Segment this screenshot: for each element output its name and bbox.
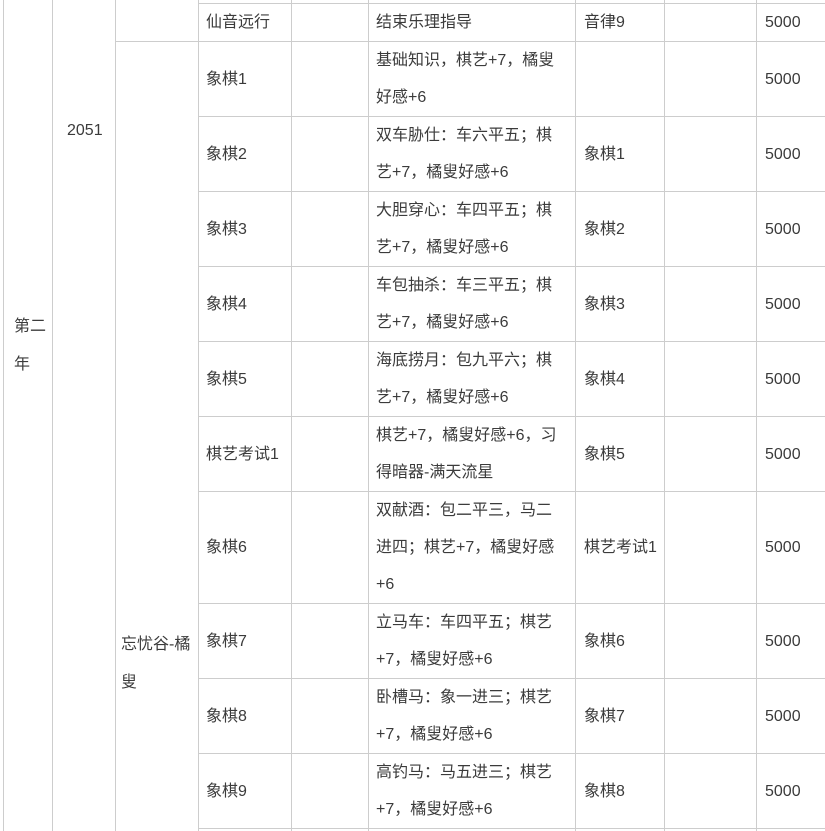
reward-cell: 5000	[756, 491, 825, 604]
reward-cell: 5000	[756, 41, 825, 117]
empty-cell	[664, 116, 757, 192]
reward-cell: 5000	[756, 603, 825, 679]
empty-cell	[291, 116, 369, 192]
task-cell: 象棋2	[198, 116, 292, 192]
task-cell: 象棋1	[198, 41, 292, 117]
table-row: 仙音远行 结束乐理指导 音律9 5000	[4, 3, 825, 42]
empty-cell	[664, 41, 757, 117]
empty-cell	[291, 3, 369, 42]
empty-cell	[291, 753, 369, 829]
reward-cell: 5000	[756, 753, 825, 829]
empty-cell	[291, 678, 369, 754]
desc-cell: 双车胁仕：车六平五；棋艺+7，橘叟好感+6	[368, 116, 576, 192]
task-cell: 象棋6	[198, 491, 292, 604]
task-cell: 象棋9	[198, 753, 292, 829]
task-cell: 象棋8	[198, 678, 292, 754]
task-cell: 象棋7	[198, 603, 292, 679]
empty-cell	[664, 416, 757, 492]
table-row: 象棋5 海底捞月：包九平六；棋艺+7，橘叟好感+6 象棋4 5000	[4, 341, 825, 417]
npc-group-cell	[115, 41, 199, 831]
task-cell: 象棋4	[198, 266, 292, 342]
npc-group-cell-above	[115, 0, 199, 42]
prereq-cell: 象棋7	[575, 678, 665, 754]
empty-cell	[291, 41, 369, 117]
table-row: 象棋7 立马车：车四平五；棋艺+7，橘叟好感+6 象棋6 5000	[4, 603, 825, 679]
empty-cell	[291, 191, 369, 267]
task-cell: 象棋3	[198, 191, 292, 267]
empty-cell	[664, 266, 757, 342]
desc-cell: 卧槽马：象一进三；棋艺+7，橘叟好感+6	[368, 678, 576, 754]
reward-cell: 5000	[756, 191, 825, 267]
empty-cell	[291, 341, 369, 417]
prereq-cell: 象棋6	[575, 603, 665, 679]
empty-cell	[291, 266, 369, 342]
empty-cell	[664, 678, 757, 754]
desc-cell: 棋艺+7，橘叟好感+6，习得暗器-满天流星	[368, 416, 576, 492]
prereq-cell: 棋艺考试1	[575, 491, 665, 604]
empty-cell	[756, 828, 825, 831]
desc-cell: 大胆穿心：车四平五；棋艺+7，橘叟好感+6	[368, 191, 576, 267]
empty-cell	[664, 603, 757, 679]
table-row: 象棋2 双车胁仕：车六平五；棋艺+7，橘叟好感+6 象棋1 5000	[4, 116, 825, 192]
year-cell	[52, 0, 116, 831]
task-cell: 象棋5	[198, 341, 292, 417]
table-row: 棋艺考试1 棋艺+7，橘叟好感+6，习得暗器-满天流星 象棋5 5000	[4, 416, 825, 492]
prereq-cell: 象棋2	[575, 191, 665, 267]
table-row-cut-top	[3, 0, 825, 831]
desc-cell: 双献酒：包二平三，马二进四；棋艺+7，橘叟好感+6	[368, 491, 576, 604]
task-cell: 仙音远行	[198, 3, 292, 42]
desc-cell: 立马车：车四平五；棋艺+7，橘叟好感+6	[368, 603, 576, 679]
desc-cell: 结束乐理指导	[368, 3, 576, 42]
empty-cell	[291, 603, 369, 679]
empty-cell	[291, 416, 369, 492]
year-group-cell	[3, 0, 53, 831]
prereq-cell: 象棋4	[575, 341, 665, 417]
table-row: 象棋4 车包抽杀：车三平五；棋艺+7，橘叟好感+6 象棋3 5000	[4, 266, 825, 342]
prereq-cell: 象棋8	[575, 753, 665, 829]
table-row: 象棋9 高钓马：马五进三；棋艺+7，橘叟好感+6 象棋8 5000	[4, 753, 825, 829]
quest-table: 仙音远行 结束乐理指导 音律9 5000 象棋1 基础知识，棋艺+7，橘叟好感+6 5000…	[3, 0, 825, 831]
empty-cell	[664, 753, 757, 829]
npc-group-label: 忘忧谷-橘叟	[121, 636, 191, 691]
prereq-cell: 象棋3	[575, 266, 665, 342]
prereq-cell: 象棋5	[575, 416, 665, 492]
reward-cell: 5000	[756, 3, 825, 42]
empty-cell	[664, 3, 757, 42]
empty-cell	[664, 491, 757, 604]
reward-cell: 5000	[756, 266, 825, 342]
table-row-cut-bottom	[4, 828, 825, 831]
prereq-cell: 象棋1	[575, 116, 665, 192]
desc-cell: 高钓马：马五进三；棋艺+7，橘叟好感+6	[368, 753, 576, 829]
prereq-cell	[575, 41, 665, 117]
year-value-label: 2051	[67, 122, 103, 139]
reward-cell: 5000	[756, 678, 825, 754]
desc-cell: 车包抽杀：车三平五；棋艺+7，橘叟好感+6	[368, 266, 576, 342]
year-group-label: 第二年	[14, 318, 47, 373]
reward-cell: 5000	[756, 416, 825, 492]
prereq-cell: 音律9	[575, 3, 665, 42]
task-cell: 棋艺考试1	[198, 416, 292, 492]
table-row: 象棋8 卧槽马：象一进三；棋艺+7，橘叟好感+6 象棋7 5000	[4, 678, 825, 754]
empty-cell	[664, 191, 757, 267]
empty-cell	[664, 341, 757, 417]
desc-cell: 海底捞月：包九平六；棋艺+7，橘叟好感+6	[368, 341, 576, 417]
reward-cell: 5000	[756, 116, 825, 192]
reward-cell: 5000	[756, 341, 825, 417]
desc-cell: 基础知识，棋艺+7，橘叟好感+6	[368, 41, 576, 117]
table-row: 象棋1 基础知识，棋艺+7，橘叟好感+6 5000	[4, 41, 825, 831]
table-row: 象棋3 大胆穿心：车四平五；棋艺+7，橘叟好感+6 象棋2 5000	[4, 191, 825, 267]
empty-cell	[291, 491, 369, 604]
